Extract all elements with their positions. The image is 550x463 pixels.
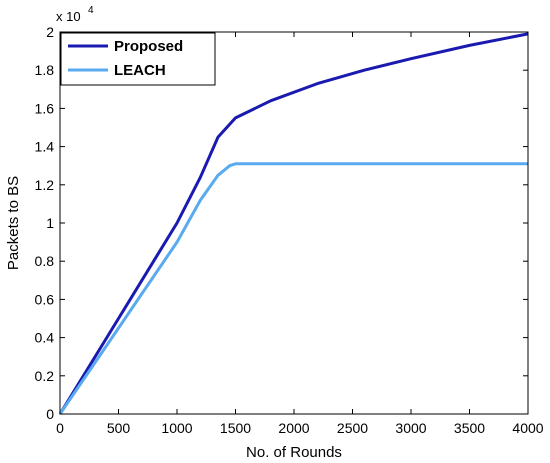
y-tick-label: 0.8 bbox=[35, 253, 55, 269]
plot-area-frame bbox=[59, 31, 529, 415]
legend-label-leach: LEACH bbox=[114, 62, 166, 79]
y-tick-label: 2 bbox=[46, 24, 54, 40]
y-tick-label: 1 bbox=[46, 215, 54, 231]
x-tick-label: 500 bbox=[107, 420, 131, 436]
x-tick-label: 1500 bbox=[220, 420, 251, 436]
y-axis-multiplier: x 10 4 bbox=[56, 5, 94, 24]
x-tick-label: 2000 bbox=[278, 420, 309, 436]
series-layer bbox=[58, 32, 529, 415]
x-axis-tick-labels: 0 500 1000 1500 2000 2500 3000 3500 4000 bbox=[56, 420, 544, 436]
x-tick-label: 0 bbox=[56, 420, 64, 436]
x-tick-label: 2500 bbox=[337, 420, 368, 436]
y-tick-label: 0.6 bbox=[35, 291, 55, 307]
series-line-leach bbox=[58, 162, 528, 415]
y-tick-label: 1.6 bbox=[35, 100, 55, 116]
x-tick-label: 3000 bbox=[395, 420, 426, 436]
y-axis-title: Packets to BS bbox=[5, 176, 22, 270]
x-axis-title: No. of Rounds bbox=[246, 444, 342, 461]
legend-box bbox=[60, 32, 216, 86]
x-tick-label: 3500 bbox=[454, 420, 485, 436]
y-axis-tick-labels: 0 0.2 0.4 0.6 0.8 1 1.2 1.4 1.6 1.8 2 bbox=[35, 24, 55, 422]
y-multiplier-base: x 10 bbox=[56, 9, 81, 24]
y-multiplier-exponent: 4 bbox=[88, 5, 94, 16]
y-tick-label: 0.2 bbox=[35, 368, 55, 384]
legend-label-proposed: Proposed bbox=[114, 38, 183, 55]
y-tick-label: 1.4 bbox=[35, 139, 55, 155]
x-tick-label: 1000 bbox=[161, 420, 192, 436]
series-line-proposed bbox=[58, 32, 529, 415]
y-tick-label: 1.2 bbox=[35, 177, 55, 193]
x-tick-label: 4000 bbox=[512, 420, 543, 436]
legend: Proposed LEACH bbox=[60, 32, 216, 86]
y-tick-label: 1.8 bbox=[35, 62, 55, 78]
y-tick-label: 0 bbox=[46, 406, 54, 422]
axis-ticks bbox=[59, 31, 529, 415]
y-tick-label: 0.4 bbox=[35, 330, 55, 346]
